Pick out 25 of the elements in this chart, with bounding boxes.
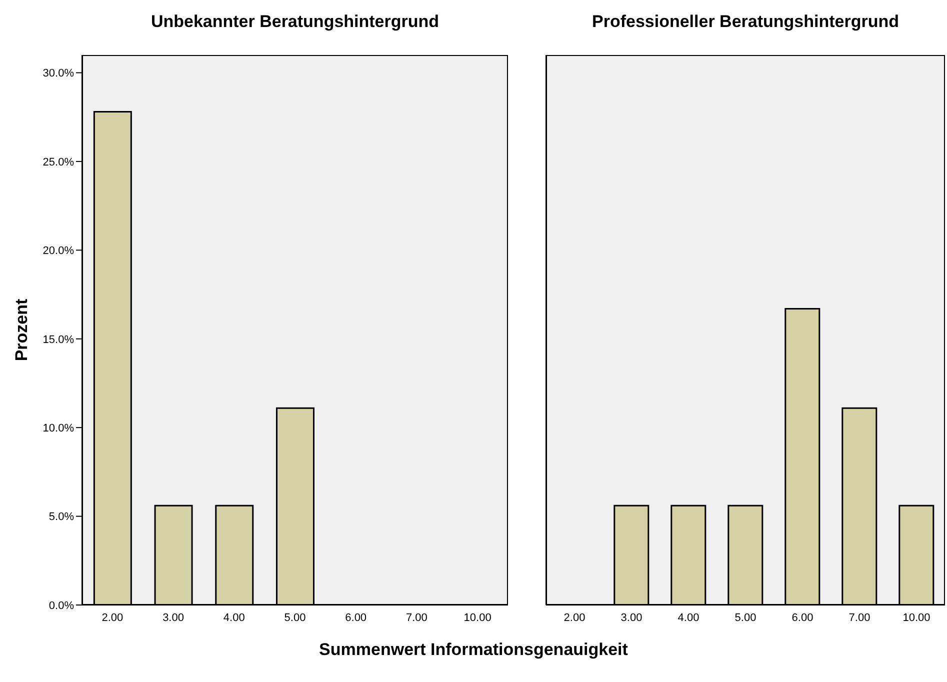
x-tick-label: 2.00 bbox=[564, 612, 586, 624]
x-tick-label: 5.00 bbox=[284, 612, 306, 624]
x-tick-label: 3.00 bbox=[162, 612, 184, 624]
x-tick-label: 10.00 bbox=[902, 612, 930, 624]
x-tick-label: 10.00 bbox=[464, 612, 492, 624]
x-axis-title: Summenwert Informationsgenauigkeit bbox=[318, 640, 629, 660]
y-tick-label: 5.0% bbox=[48, 511, 74, 524]
chart-title: Unbekannter Beratungshintergrund bbox=[150, 12, 440, 32]
x-tick-label: 4.00 bbox=[678, 612, 700, 624]
y-tick-label: 20.0% bbox=[42, 245, 74, 258]
x-tick-label: 4.00 bbox=[223, 612, 245, 624]
x-tick-label: 6.00 bbox=[792, 612, 814, 624]
y-tick-label: 10.0% bbox=[42, 422, 74, 434]
x-tick-label: 2.00 bbox=[102, 612, 124, 624]
y-axis-title: Prozent bbox=[12, 298, 32, 362]
y-tick-label: 25.0% bbox=[42, 156, 74, 168]
chart-title: Professioneller Beratungshintergrund bbox=[591, 12, 900, 32]
x-tick-label: 6.00 bbox=[345, 612, 367, 624]
y-tick-label: 15.0% bbox=[42, 334, 74, 346]
x-tick-label: 5.00 bbox=[734, 612, 756, 624]
x-tick-label: 7.00 bbox=[406, 612, 428, 624]
x-tick-label: 7.00 bbox=[848, 612, 870, 624]
y-tick-label: 30.0% bbox=[42, 68, 74, 80]
x-tick-label: 3.00 bbox=[620, 612, 642, 624]
y-tick-label: 0.0% bbox=[48, 600, 74, 612]
